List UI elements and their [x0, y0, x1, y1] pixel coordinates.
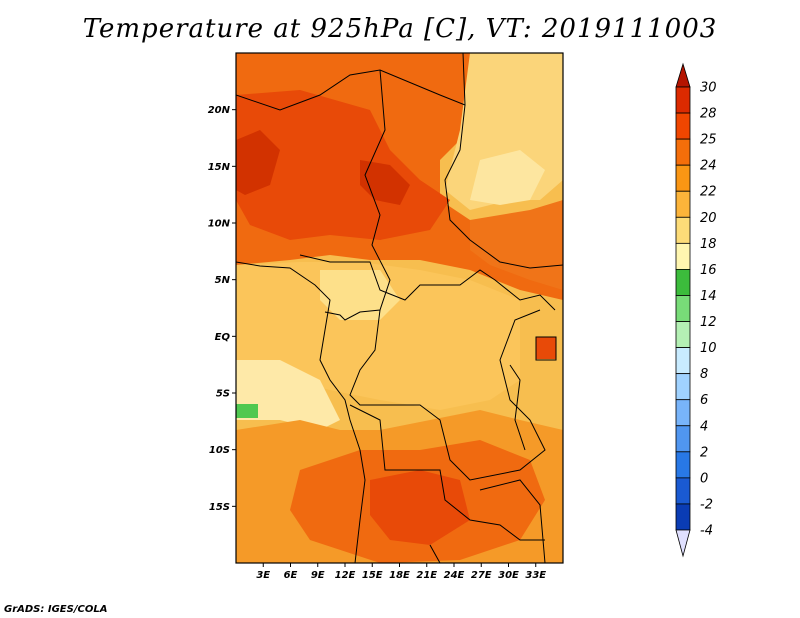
colorbar-label: 12	[700, 315, 717, 330]
field-sahel-hottest	[236, 130, 280, 195]
colorbar-segment	[675, 477, 691, 505]
colorbar-segment	[675, 86, 691, 114]
field-atlantic-cool	[236, 360, 340, 430]
lat-tick-label: 20N	[208, 105, 231, 116]
lake-victoria	[535, 336, 557, 361]
colorbar-segment	[675, 164, 691, 192]
field-south-hottest	[370, 470, 470, 545]
lat-tick-label: EQ	[215, 332, 231, 343]
border-north	[236, 53, 466, 111]
colorbar-label: 4	[700, 419, 708, 434]
field-basin	[236, 262, 520, 410]
coastline-west	[236, 261, 366, 563]
lat-tick-label: 5N	[215, 275, 231, 286]
colorbar-label: 30	[700, 81, 717, 96]
lake-tanganyika	[509, 364, 526, 451]
field-gabon-cool	[320, 270, 400, 320]
colorbar-label: -2	[700, 497, 713, 512]
lon-tick-label: 24E	[444, 570, 465, 581]
lon-tick-label: 18E	[389, 570, 410, 581]
colorbar-segment	[675, 451, 691, 479]
colorbar-segment	[675, 269, 691, 296]
colorbar-segment	[675, 295, 691, 322]
lon-tick-label: 3E	[256, 570, 270, 581]
field-lake-spot	[536, 337, 556, 359]
lon-tick-label: 27E	[471, 570, 492, 581]
field-green-patch	[236, 404, 258, 418]
latitude-axis: 20N 15N 10N 5N EQ 5S 10S 15S	[208, 105, 236, 513]
colorbar-label: 8	[700, 367, 708, 382]
colorbar-label: 2	[700, 445, 708, 460]
lat-tick-label: 10S	[209, 445, 230, 456]
colorbar-segment	[675, 347, 691, 375]
border-sudan	[444, 104, 563, 269]
colorbar-top-cap	[675, 62, 691, 88]
colorbar-label: 25	[700, 133, 717, 148]
colorbar-label: 16	[700, 263, 717, 278]
boundaries	[236, 53, 563, 563]
lon-tick-label: 9E	[311, 570, 325, 581]
colorbar-label: -4	[700, 524, 713, 539]
lat-tick-label: 15S	[209, 502, 230, 513]
border-south	[429, 479, 546, 563]
lon-tick-label: 15E	[362, 570, 383, 581]
field-highlands-cool	[470, 150, 545, 205]
colorbar-segment	[675, 216, 691, 244]
colorbar-label: 18	[700, 237, 717, 252]
lat-tick-label: 10N	[208, 219, 231, 230]
longitude-axis: 3E 6E 9E 12E 15E 18E 21E 24E 27E 30E 33E	[256, 563, 546, 581]
lon-tick-label: 33E	[525, 570, 546, 581]
colorbar-label: 14	[700, 289, 717, 304]
colorbar-label: 28	[700, 107, 717, 122]
colorbar-segment	[675, 112, 691, 140]
colorbar-label: 24	[700, 159, 717, 174]
lon-tick-label: 12E	[335, 570, 356, 581]
map-title: Temperature at 925hPa [C], VT: 201911100…	[82, 14, 718, 44]
colorbar-label: 6	[700, 393, 708, 408]
border-angola	[349, 404, 545, 541]
grads-credit: GrADS: IGES/COLA	[4, 604, 108, 615]
colorbar-segment	[675, 399, 691, 427]
colorbar-label: 22	[700, 185, 717, 200]
colorbar-bottom-cap	[675, 529, 691, 558]
colorbar-segment	[675, 503, 691, 531]
colorbar-label: 20	[700, 211, 717, 226]
lat-tick-label: 15N	[208, 162, 231, 173]
border-drc	[349, 309, 546, 481]
colorbar-label: 0	[700, 471, 708, 486]
lon-tick-label: 6E	[284, 570, 298, 581]
temperature-field	[236, 53, 563, 563]
colorbar-segment	[675, 138, 691, 166]
colorbar-label: 10	[700, 341, 717, 356]
colorbar-segment	[675, 242, 691, 270]
lon-tick-label: 21E	[416, 570, 437, 581]
colorbar-segment	[675, 425, 691, 453]
border-car	[299, 254, 556, 311]
border-chad	[324, 69, 391, 321]
lat-tick-label: 5S	[216, 389, 230, 400]
lon-tick-label: 30E	[498, 570, 519, 581]
colorbar-segment	[675, 321, 691, 348]
colorbar-segment	[675, 190, 691, 218]
colorbar-segment	[675, 373, 691, 401]
